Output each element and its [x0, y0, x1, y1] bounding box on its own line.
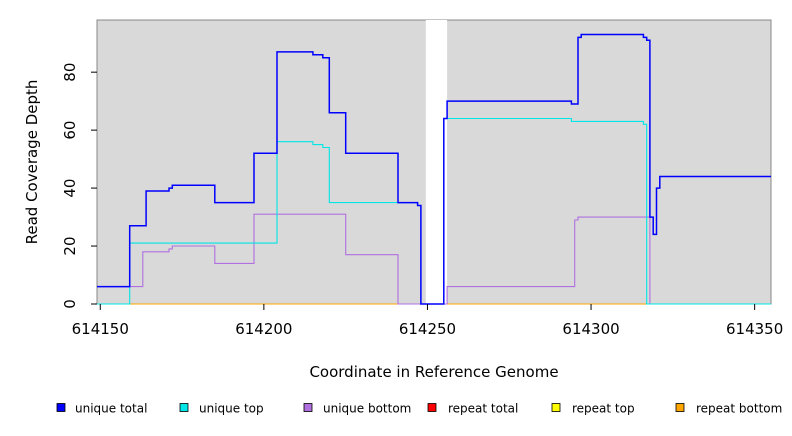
- x-tick-label: 614150: [72, 320, 129, 338]
- legend-label: repeat top: [572, 402, 635, 416]
- x-tick-label: 614250: [399, 320, 456, 338]
- legend-swatch: [675, 403, 685, 412]
- x-axis-label: Coordinate in Reference Genome: [309, 363, 558, 381]
- legend-label: repeat bottom: [696, 402, 782, 416]
- gap-region: [425, 20, 448, 304]
- x-tick-label: 614200: [235, 320, 292, 338]
- legend-item-unique-top: unique top: [179, 402, 264, 416]
- legend-swatch: [303, 403, 313, 412]
- legend-label: repeat total: [448, 402, 518, 416]
- y-tick-label: 60: [61, 121, 79, 140]
- x-tick-label: 614350: [726, 320, 783, 338]
- x-tick-label: 614300: [562, 320, 619, 338]
- legend-item-repeat-top: repeat top: [551, 402, 635, 416]
- legend-item-unique-bottom: unique bottom: [303, 402, 411, 416]
- legend: unique total unique top unique bottom repea…: [56, 402, 782, 416]
- series-line-unique-total: [97, 33, 771, 305]
- legend-item-unique-total: unique total: [56, 402, 147, 416]
- y-axis-label: Read Coverage Depth: [23, 80, 41, 245]
- y-tick-label: 20: [61, 236, 79, 255]
- legend-label: unique top: [199, 402, 264, 416]
- y-tick-label: 80: [61, 63, 79, 82]
- series-layer: [97, 33, 771, 305]
- legend-swatch: [551, 403, 561, 412]
- legend-swatch: [427, 403, 437, 412]
- legend-swatch: [56, 403, 66, 412]
- axes-layer: 614150 614200 614250 614300 614350 0 20 40 60 80: [61, 63, 783, 338]
- legend-swatch: [179, 403, 189, 412]
- y-tick-label: 0: [61, 299, 79, 309]
- legend-label: unique bottom: [323, 402, 411, 416]
- legend-item-repeat-bottom: repeat bottom: [675, 402, 782, 416]
- y-tick-label: 40: [61, 179, 79, 198]
- series-line-unique-bottom: [97, 213, 771, 305]
- legend-label: unique total: [75, 402, 147, 416]
- legend-item-repeat-total: repeat total: [427, 402, 518, 416]
